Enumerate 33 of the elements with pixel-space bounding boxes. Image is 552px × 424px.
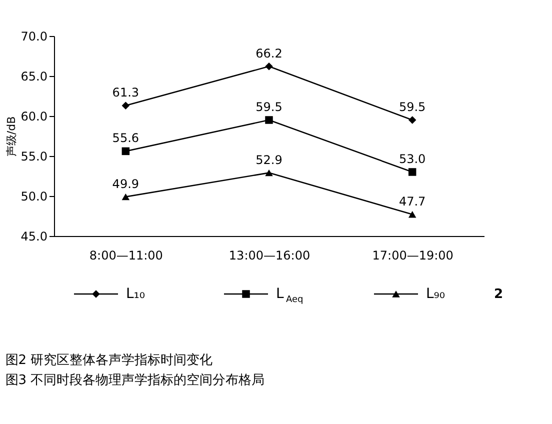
data-label: 55.6 — [112, 131, 140, 146]
y-axis-title: 声级/dB — [4, 116, 18, 157]
point — [122, 147, 130, 156]
point — [408, 211, 416, 218]
point — [265, 62, 273, 70]
caption: 图3 不同时段各物理声学指标的空间分布格局 — [5, 373, 265, 388]
y-tick-label: 45.0 — [20, 230, 48, 244]
point — [265, 169, 273, 176]
caption: 图2 研究区整体各声学指标时间变化 — [5, 353, 213, 368]
data-label: 53.0 — [398, 152, 426, 166]
point — [122, 102, 130, 110]
text: 2 — [494, 287, 504, 302]
data-label: 49.9 — [112, 176, 140, 191]
data-label: 59.5 — [256, 100, 282, 114]
y-tick-label: 55.0 — [20, 150, 48, 164]
x-tick-label: 8:00—11:00 — [89, 248, 163, 262]
legend-label: L₉₀ — [426, 286, 446, 302]
data-label: 61.3 — [112, 86, 140, 100]
data-label: 47.7 — [398, 194, 426, 208]
x-tick-label: 17:00—19:00 — [372, 248, 454, 262]
y-tick-label: 60.0 — [20, 110, 48, 124]
y-tick-label: 70.0 — [20, 30, 48, 44]
point — [408, 168, 416, 176]
data-label: 52.9 — [256, 152, 282, 167]
point — [122, 193, 130, 200]
y-tick-label: 65.0 — [20, 70, 48, 84]
point — [408, 116, 416, 124]
data-label: 59.5 — [398, 100, 426, 114]
data-label: 66.2 — [256, 46, 282, 60]
legend-label: L₁₀ — [126, 286, 146, 302]
x-tick-label: 13:00—16:00 — [228, 248, 310, 262]
point — [265, 116, 273, 124]
y-tick-label: 50.0 — [20, 190, 48, 204]
